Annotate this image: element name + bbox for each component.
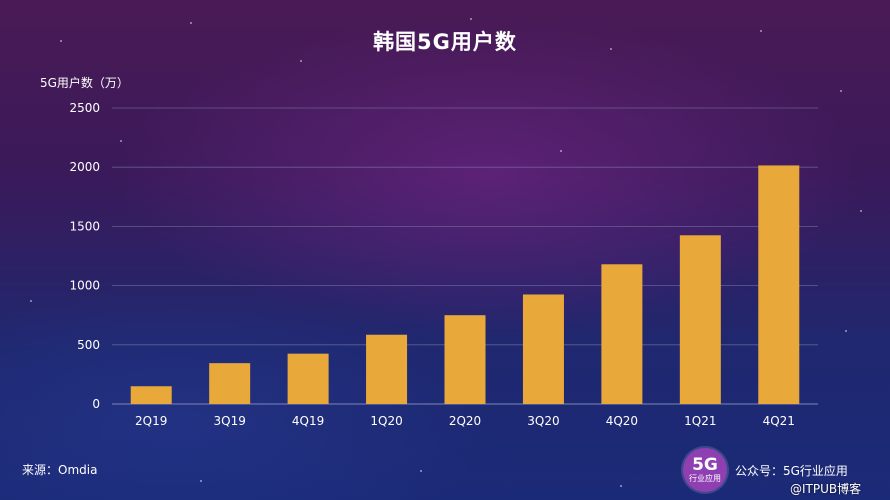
bar-2Q20 (444, 315, 486, 404)
watermark: @ITPUB博客 (790, 482, 862, 496)
x-tick-label: 3Q20 (527, 414, 559, 428)
bar-1Q21 (679, 235, 721, 404)
x-tick-label: 1Q21 (684, 414, 716, 428)
y-tick-label: 500 (77, 338, 100, 352)
bar-4Q21 (758, 165, 800, 404)
x-tick-label: 1Q20 (370, 414, 402, 428)
x-tick-label: 3Q19 (213, 414, 245, 428)
bar-4Q20 (601, 264, 643, 404)
x-tick-label: 4Q20 (606, 414, 638, 428)
chart-title: 韩国5G用户数 (373, 30, 517, 54)
y-tick-label: 2000 (69, 160, 100, 174)
y-tick-labels: 0 500 1000 1500 2000 2500 (69, 101, 100, 411)
x-tick-label: 2Q20 (449, 414, 481, 428)
y-tick-label: 1000 (69, 279, 100, 293)
bar-2Q19 (130, 386, 172, 404)
bar-1Q20 (366, 334, 408, 404)
logo-subtitle: 行业应用 (689, 473, 721, 483)
y-axis-label: 5G用户数（万） (40, 76, 129, 90)
bars (130, 165, 800, 404)
x-tick-label: 2Q19 (135, 414, 167, 428)
y-tick-label: 2500 (69, 101, 100, 115)
x-tick-label: 4Q21 (763, 414, 795, 428)
x-tick-label: 4Q19 (292, 414, 324, 428)
bar-3Q20 (522, 294, 564, 404)
bar-3Q19 (209, 363, 251, 404)
source-note: 来源：Omdia (22, 463, 98, 477)
bar-4Q19 (287, 353, 329, 404)
official-account-label: 公众号：5G行业应用 (735, 464, 848, 478)
y-tick-label: 1500 (69, 219, 100, 233)
5g-logo-badge: 5G 行业应用 (683, 448, 727, 492)
logo-5g-text: 5G (692, 454, 718, 475)
y-tick-label: 0 (92, 397, 100, 411)
x-tick-labels: 2Q19 3Q19 4Q19 1Q20 2Q20 3Q20 4Q20 1Q21 4Q21 (135, 414, 795, 428)
